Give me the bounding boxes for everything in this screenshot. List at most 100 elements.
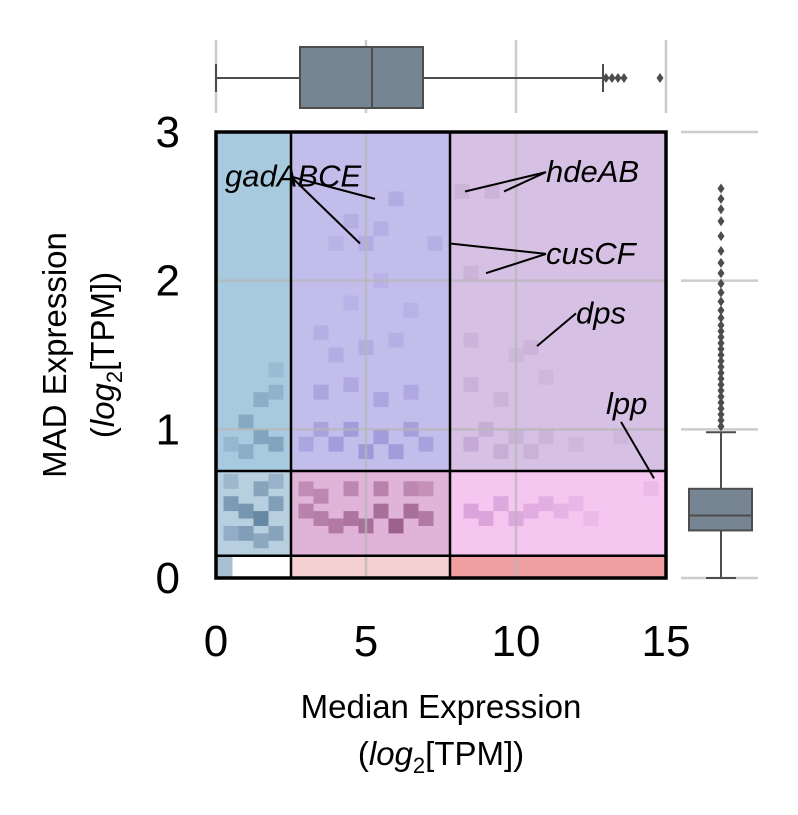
right-box-outlier <box>717 245 725 256</box>
right-box-outlier <box>717 397 725 408</box>
right-box-outlier <box>717 367 725 378</box>
density-bin <box>253 481 269 497</box>
top-marginal-boxplot <box>214 40 668 113</box>
density-bin <box>568 436 584 452</box>
right-box-outlier <box>717 268 725 279</box>
density-bin <box>238 525 254 541</box>
annotation-leader-line <box>620 421 655 479</box>
density-bin <box>373 392 389 408</box>
right-box-outlier <box>717 326 725 337</box>
density-bin <box>268 525 284 541</box>
right-box-outlier <box>717 379 725 390</box>
right-box-outlier <box>717 231 725 242</box>
y-axis-label-close: [TPM]) <box>84 272 121 371</box>
density-bin <box>253 533 269 549</box>
density-bin <box>343 377 359 393</box>
y-tick-label: 2 <box>156 257 180 306</box>
annotation-label-gadABCE: gadABCE <box>225 159 361 194</box>
right-box-outlier <box>717 373 725 384</box>
density-bin <box>253 511 269 526</box>
region-low-strip <box>216 555 233 578</box>
density-bin <box>463 265 479 281</box>
region-0-2 <box>450 555 666 578</box>
right-box-outlier <box>717 355 725 366</box>
top-box-outlier <box>608 73 616 83</box>
density-bin <box>418 481 434 497</box>
right-box-outlier <box>717 421 725 432</box>
x-axis-label-sub: 2 <box>413 753 425 778</box>
x-tick-label: 5 <box>354 617 378 666</box>
right-box-outlier <box>717 391 725 402</box>
top-box-outlier <box>656 73 664 83</box>
right-box-outlier <box>717 385 725 396</box>
density-bin <box>343 295 359 311</box>
x-tick-labels: 0 5 10 15 <box>204 617 691 666</box>
density-bin <box>613 429 629 445</box>
annotation-leader-line <box>485 252 547 275</box>
right-box-outlier <box>717 312 725 323</box>
right-box-outlier <box>717 338 725 349</box>
x-tick-label: 15 <box>642 617 691 666</box>
y-tick-label: 0 <box>156 554 180 603</box>
density-bin <box>418 436 434 452</box>
right-box-outlier <box>717 415 725 426</box>
right-box-outlier <box>717 361 725 372</box>
density-bin <box>238 444 254 460</box>
density-bin <box>223 473 239 489</box>
density-bin <box>238 414 254 430</box>
region-0-0 <box>216 555 291 578</box>
density-bin <box>478 511 494 526</box>
top-box-outlier <box>614 73 622 83</box>
density-bin <box>493 392 509 408</box>
density-bin <box>223 496 239 512</box>
y-tick-label: 3 <box>156 108 180 157</box>
density-bin <box>268 362 284 378</box>
density-bin <box>328 347 344 363</box>
density-bin <box>313 488 329 504</box>
x-axis-label-open: ( <box>358 735 369 772</box>
right-box-outlier <box>717 305 725 316</box>
density-bin <box>373 429 389 445</box>
annotation-leader-line <box>449 242 547 255</box>
density-bins <box>223 184 659 549</box>
density-bin <box>418 511 434 526</box>
region-1-2 <box>450 470 666 556</box>
region-boundary-lines <box>216 132 666 578</box>
right-box-outlier <box>717 409 725 420</box>
density-bin <box>484 184 500 199</box>
density-bin <box>373 221 389 237</box>
density-bin <box>388 191 404 207</box>
y-axis-label-log: log <box>84 382 121 427</box>
right-box-outlier <box>717 193 725 204</box>
density-bin <box>328 236 344 251</box>
density-bin <box>493 496 509 512</box>
x-axis-label-line2: (log2[TPM]) <box>358 735 524 778</box>
y-axis-label-open: ( <box>84 427 121 438</box>
right-box-iqr <box>688 487 753 532</box>
density-bin <box>463 503 479 519</box>
density-bin <box>313 325 329 341</box>
top-box-outlier <box>602 73 610 83</box>
density-bin <box>388 444 404 460</box>
annotation-label-dps: dps <box>576 295 626 330</box>
right-box-outlier <box>717 344 725 355</box>
density-bin <box>388 332 404 348</box>
density-bin <box>553 503 569 519</box>
density-bin <box>454 184 470 199</box>
density-bin <box>343 511 359 526</box>
plot-frame <box>214 130 668 580</box>
density-bin <box>403 503 419 519</box>
region-2-2 <box>450 132 666 471</box>
region-2-0 <box>216 132 291 471</box>
density-bin <box>253 392 269 408</box>
density-bin <box>253 429 269 445</box>
annotation-leader-line <box>290 175 376 200</box>
right-box-outlier <box>717 403 725 414</box>
density-bin <box>373 503 389 519</box>
density-bin <box>298 436 314 452</box>
region-1-1 <box>291 470 450 556</box>
annotation-leader-line <box>503 171 547 193</box>
density-bin <box>523 503 539 519</box>
density-bin <box>493 444 509 460</box>
